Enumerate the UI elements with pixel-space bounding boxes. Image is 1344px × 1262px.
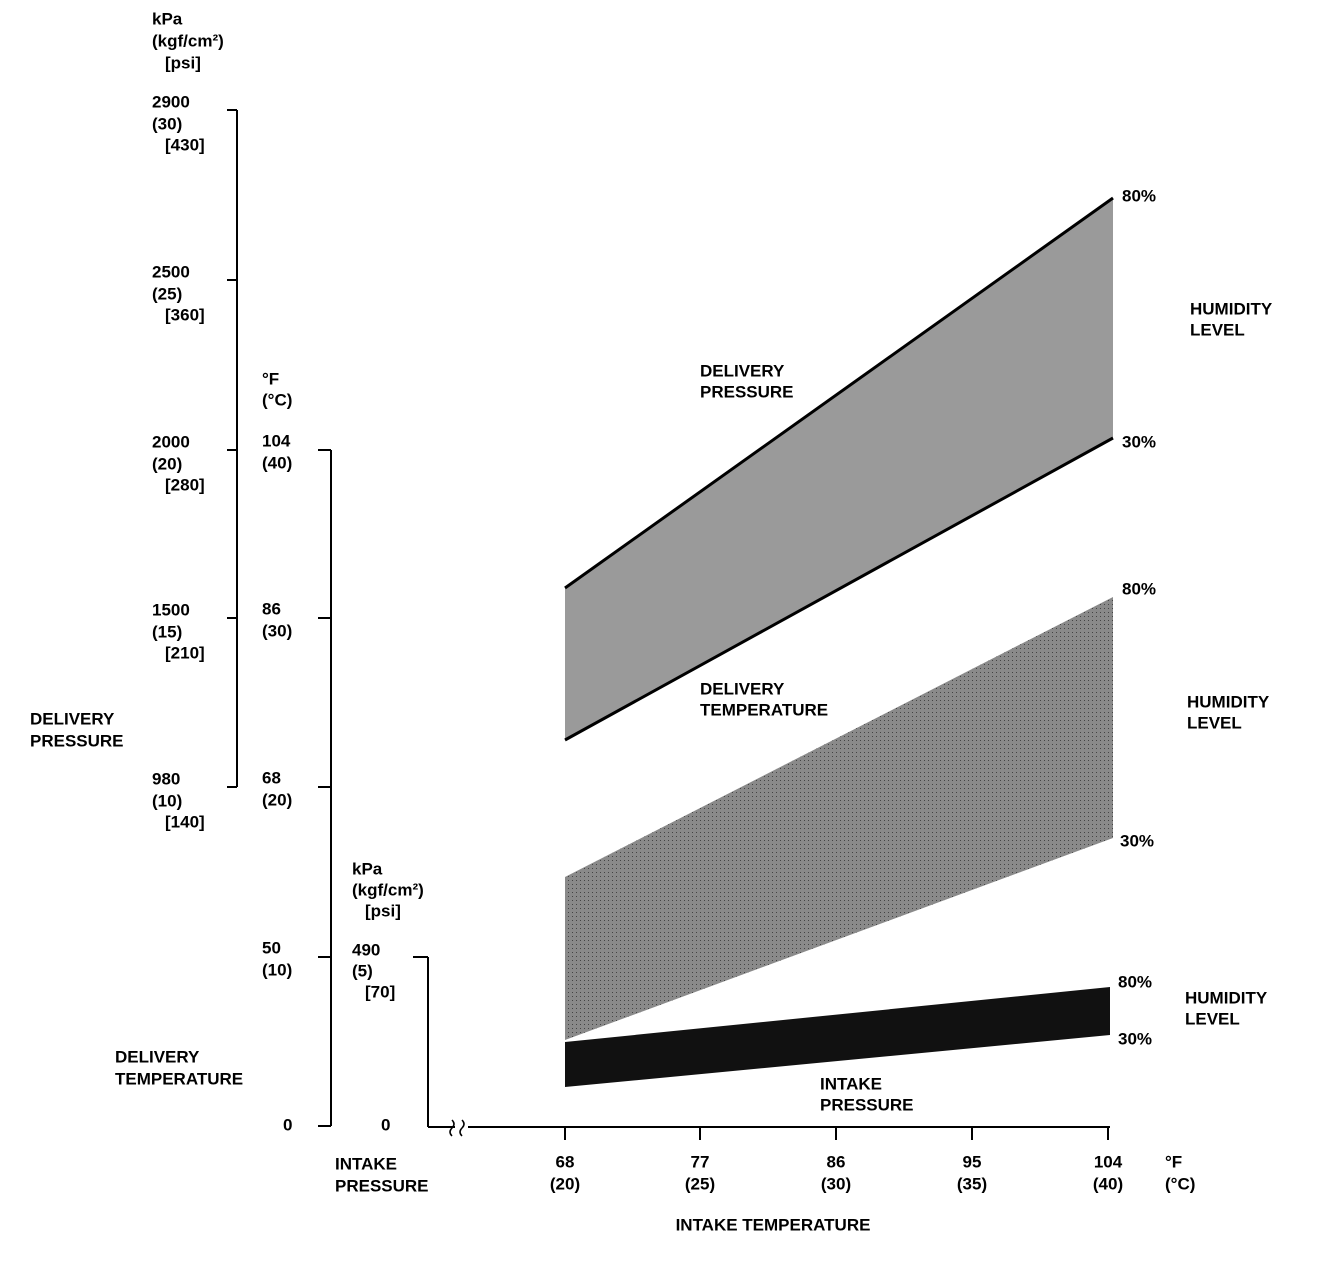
label: (30) [262,621,292,640]
label: (40) [1093,1174,1123,1193]
label: (°C) [262,390,292,409]
label: TEMPERATURE [115,1069,243,1088]
label: PRESSURE [335,1176,429,1195]
label: 30% [1120,831,1154,850]
label: 2900 [152,92,190,111]
label: (30) [821,1174,851,1193]
label: (20) [152,454,182,473]
label: 104 [1094,1152,1123,1171]
intake-pressure-band [565,987,1110,1087]
label: PRESSURE [30,731,124,750]
label: [210] [165,643,205,662]
label: DELIVERY [700,679,785,698]
delivery-temperature-band [565,597,1113,1040]
label: LEVEL [1185,1009,1240,1028]
label: (20) [262,790,292,809]
label: 104 [262,431,291,450]
label: 80% [1118,972,1152,991]
label: kPa [352,859,383,878]
label: LEVEL [1187,713,1242,732]
label: kPa [152,9,183,28]
label: (25) [152,284,182,303]
label: 86 [262,599,281,618]
label: DELIVERY [115,1047,200,1066]
label: TEMPERATURE [700,700,828,719]
label: (kgf/cm²) [152,31,224,50]
label: (5) [352,961,373,980]
label: 30% [1118,1029,1152,1048]
label: °F [1165,1152,1182,1171]
label: (10) [262,960,292,979]
label: 68 [556,1152,575,1171]
label: 95 [963,1152,982,1171]
label: INTAKE [335,1154,397,1173]
label: 0 [283,1115,292,1134]
label: (40) [262,453,292,472]
label: (kgf/cm²) [352,880,424,899]
label: INTAKE TEMPERATURE [676,1215,871,1234]
label: PRESSURE [700,382,794,401]
label: 50 [262,938,281,957]
label: [360] [165,305,205,324]
label: HUMIDITY [1185,988,1268,1007]
label: 490 [352,940,380,959]
label: [psi] [165,53,201,72]
label: 0 [381,1115,390,1134]
label: (10) [152,791,182,810]
label: HUMIDITY [1190,299,1273,318]
band-edge [564,436,1114,742]
label: HUMIDITY [1187,692,1270,711]
band-edge [564,196,1114,590]
label: DELIVERY [30,709,115,728]
label: 2500 [152,262,190,281]
label: (°C) [1165,1174,1195,1193]
label: (15) [152,622,182,641]
label: [70] [365,982,395,1001]
label: 1500 [152,600,190,619]
label: [140] [165,812,205,831]
label: (35) [957,1174,987,1193]
label: [430] [165,135,205,154]
label: 77 [691,1152,710,1171]
label: 68 [262,768,281,787]
label: 86 [827,1152,846,1171]
delivery-pressure-band [565,198,1113,740]
axes [227,109,1110,1140]
label: 30% [1122,432,1156,451]
label: LEVEL [1190,320,1245,339]
label: (25) [685,1174,715,1193]
label: PRESSURE [820,1095,914,1114]
label: 980 [152,769,180,788]
label: (20) [550,1174,580,1193]
label: [280] [165,475,205,494]
label: DELIVERY [700,361,785,380]
label: °F [262,369,279,388]
label: [psi] [365,901,401,920]
label: INTAKE [820,1074,882,1093]
label: 80% [1122,579,1156,598]
label: (30) [152,114,182,133]
label: 80% [1122,186,1156,205]
label: 2000 [152,432,190,451]
